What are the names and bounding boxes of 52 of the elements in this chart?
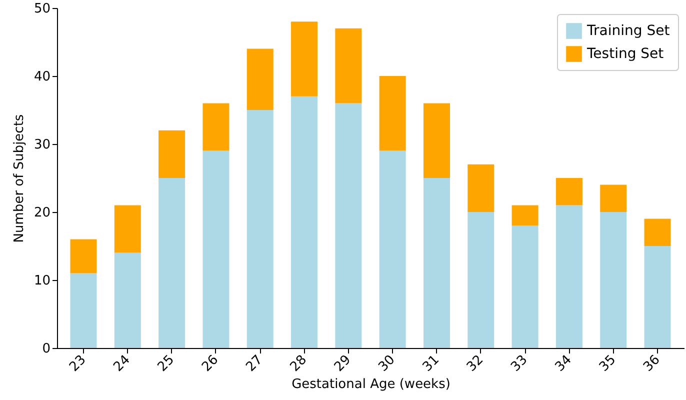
bar [335,103,362,348]
bar [512,205,538,226]
bar [600,184,627,212]
y-tick-label: 10 [34,274,50,288]
bar [246,48,274,110]
x-tick-label: 35 [596,352,620,375]
x-tick-label: 32 [464,352,487,375]
x-tick-label: 26 [199,352,222,375]
x-tick-label: 30 [376,352,398,375]
y-tick-label: 40 [34,70,50,84]
y-tick-label: 50 [34,2,50,16]
x-tick-label: 34 [552,352,575,375]
bar [335,28,362,104]
bar [70,273,97,348]
x-axis-title: Gestational Age (weeks) [292,377,450,392]
x-tick-label: 29 [332,352,354,375]
y-axis-title: Number of Subjects [12,114,27,243]
bar [291,22,318,96]
x-tick-label: 31 [420,352,442,375]
x-tick-label: 23 [66,352,90,375]
x-tick-label: 27 [243,352,266,375]
bar [291,96,318,348]
bar [114,252,141,348]
x-tick-label: 24 [111,352,134,375]
bar [644,246,671,348]
x-tick-label: 36 [640,352,664,375]
y-tick-label: 30 [34,138,50,152]
bar [468,164,494,212]
x-tick-label: 28 [288,352,310,375]
bar [202,103,230,151]
bar [379,76,406,151]
bar [556,205,582,348]
bar [379,150,406,348]
x-tick-label: 25 [155,352,178,375]
bar [70,239,97,274]
bar [423,103,450,178]
bar [246,110,274,348]
bar [600,212,627,348]
bar [114,205,141,253]
y-tick-label: 20 [34,206,50,220]
bar [423,178,450,348]
bar [512,226,538,348]
x-tick-label: 33 [508,352,531,375]
legend-label: Training Set [586,23,670,39]
bar [158,178,186,348]
bar [468,212,494,348]
bar [202,150,230,348]
bar [644,218,671,246]
bar [556,178,582,206]
legend-label: Testing Set [586,46,664,62]
bar [158,130,186,178]
y-tick-label: 0 [42,342,50,356]
